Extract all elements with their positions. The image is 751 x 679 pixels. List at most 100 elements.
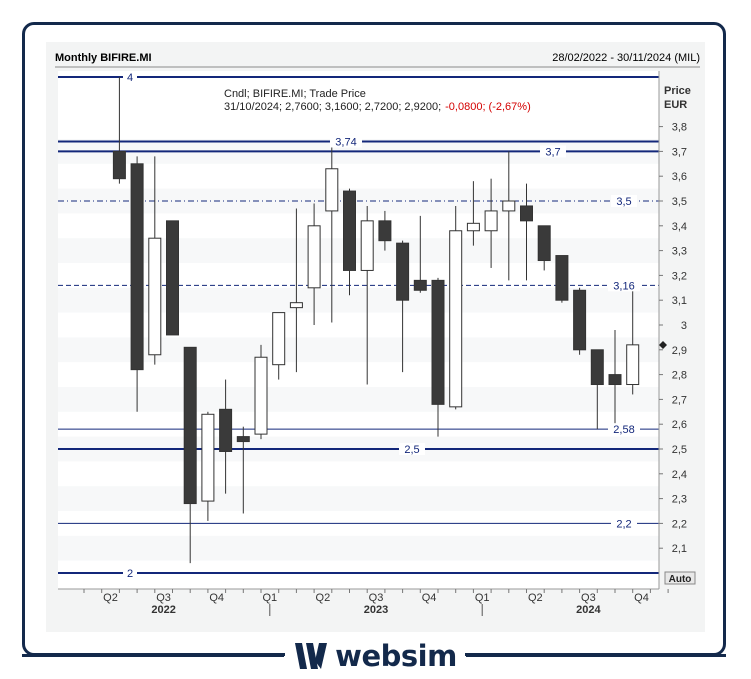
- grid-band: [58, 486, 659, 511]
- websim-logo: websim: [285, 636, 465, 676]
- x-quarter-label: Q2: [316, 592, 331, 604]
- y-tick-label: 2,9: [672, 345, 687, 357]
- candle[interactable]: [502, 151, 516, 281]
- level-label: 2: [127, 568, 133, 580]
- level-label: 3,7: [545, 146, 560, 158]
- candle-body-down: [130, 163, 144, 371]
- candle-body-up: [289, 302, 303, 309]
- y-tick-label: 3,8: [672, 122, 687, 134]
- candle-body-down: [396, 242, 410, 301]
- grid-band: [58, 387, 659, 412]
- grid-band: [58, 287, 659, 313]
- candle[interactable]: [307, 203, 321, 325]
- price-marker-icon: [659, 341, 667, 349]
- level-label-bg: [123, 71, 137, 83]
- candle[interactable]: [378, 210, 392, 251]
- x-quarter-label: Q3: [369, 592, 384, 604]
- candle-body-up: [148, 237, 162, 356]
- y-tick-label: 3,5: [672, 196, 687, 208]
- candle[interactable]: [236, 426, 250, 514]
- level-label-bg: [330, 135, 362, 148]
- y-tick-label: 3,7: [672, 146, 687, 158]
- level-label: 3,16: [613, 280, 634, 292]
- websim-mark-icon: [295, 643, 328, 669]
- candle-body-down: [573, 289, 587, 351]
- legend-line1: Cndl; BIFIRE.MI; Trade Price: [224, 88, 366, 100]
- candle[interactable]: [431, 277, 445, 437]
- candle[interactable]: [608, 329, 622, 425]
- y-tick-label: 2,2: [672, 518, 687, 530]
- candle-body-down: [431, 279, 445, 405]
- candle[interactable]: [555, 255, 569, 303]
- candle[interactable]: [130, 156, 144, 412]
- candle[interactable]: [183, 346, 197, 564]
- level-label-bg: [611, 195, 637, 207]
- candle[interactable]: [590, 349, 604, 430]
- candle[interactable]: [466, 181, 480, 246]
- candle[interactable]: [573, 287, 587, 355]
- date-range: 28/02/2022 - 30/11/2024 (MIL): [552, 52, 700, 64]
- y-tick-label: 3,2: [672, 270, 687, 282]
- candle-body-down: [219, 408, 233, 452]
- level-label-bg: [540, 145, 566, 158]
- websim-logo-text: websim: [335, 639, 457, 673]
- candle-body-down: [183, 346, 197, 505]
- level-label: 4: [127, 72, 133, 84]
- level-label: 3,5: [616, 196, 631, 208]
- y-tick-label: 2,6: [672, 419, 687, 431]
- candle[interactable]: [413, 215, 427, 293]
- candle-body-up: [626, 344, 640, 386]
- x-quarter-label: Q1: [262, 592, 277, 604]
- candle[interactable]: [112, 77, 126, 184]
- x-quarter-label: Q2: [528, 592, 543, 604]
- y-tick-label: 2,7: [672, 394, 687, 406]
- y-tick-label: 3,3: [672, 246, 687, 258]
- footer-rule-left: [22, 654, 284, 657]
- candle-body-up: [307, 225, 321, 289]
- candle[interactable]: [626, 285, 640, 395]
- candle-body-up: [449, 230, 463, 408]
- x-quarter-label: Q3: [156, 592, 171, 604]
- x-year-label: 2023: [364, 604, 388, 616]
- x-quarter-label: Q3: [581, 592, 596, 604]
- legend-line2: 31/10/2024; 2,7600; 3,1600; 2,7200; 2,92…: [224, 101, 531, 113]
- candle[interactable]: [449, 205, 463, 410]
- candle[interactable]: [360, 205, 374, 385]
- candle[interactable]: [219, 379, 233, 494]
- x-year-label: 2022: [151, 604, 175, 616]
- candle[interactable]: [343, 188, 356, 296]
- candle-body-down: [378, 220, 392, 242]
- grid-band: [58, 238, 659, 263]
- candle-body-down: [537, 225, 551, 262]
- candle[interactable]: [166, 220, 179, 336]
- candle[interactable]: [520, 183, 533, 281]
- grid-band: [58, 535, 659, 561]
- candle-body-up: [325, 168, 339, 212]
- x-year-label: 2024: [576, 604, 601, 616]
- auto-button[interactable]: [664, 571, 696, 585]
- candle[interactable]: [537, 225, 551, 271]
- candle[interactable]: [484, 178, 498, 268]
- level-label-bg: [399, 443, 425, 455]
- candle[interactable]: [201, 411, 215, 521]
- candle-body-down: [112, 150, 126, 180]
- candle[interactable]: [289, 208, 303, 373]
- candle-body-up: [466, 222, 480, 232]
- candle[interactable]: [272, 312, 286, 380]
- candle-body-down: [413, 279, 427, 291]
- candle[interactable]: [396, 240, 410, 373]
- y-tick-label: 3,1: [672, 295, 687, 307]
- x-quarter-label: Q4: [209, 592, 224, 604]
- candle-body-down: [343, 190, 356, 271]
- y-axis-area: [659, 71, 705, 589]
- candle[interactable]: [254, 344, 268, 440]
- x-quarter-label: Q1: [475, 592, 490, 604]
- candle-body-down: [166, 220, 179, 336]
- candle[interactable]: [325, 141, 339, 323]
- candle-body-up: [272, 312, 286, 366]
- x-quarter-label: Q2: [103, 592, 118, 604]
- level-label-bg: [608, 279, 640, 292]
- candle[interactable]: [148, 156, 162, 365]
- candle-body-up: [360, 220, 374, 271]
- candle-body-down: [236, 436, 250, 443]
